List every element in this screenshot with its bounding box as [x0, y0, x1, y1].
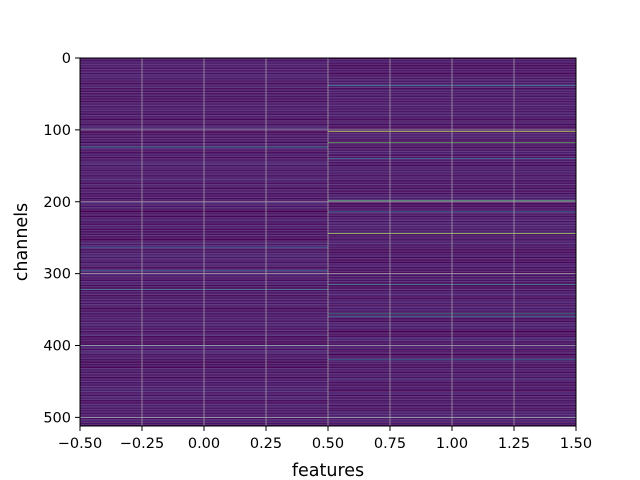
- x-tick-label: −0.50: [58, 436, 102, 452]
- y-axis-ticks: 0 100 200 300 400 500: [43, 51, 80, 426]
- x-tick-label: 1.00: [436, 436, 468, 452]
- y-tick-label: 200: [43, 195, 71, 211]
- y-tick-label: 300: [43, 267, 71, 283]
- y-tick-label: 0: [62, 51, 71, 67]
- y-tick-label: 100: [43, 123, 71, 139]
- x-axis-label: features: [292, 461, 364, 480]
- x-tick-label: 0.00: [188, 436, 220, 452]
- y-tick-label: 400: [43, 339, 71, 355]
- x-tick-label: −0.25: [120, 436, 164, 452]
- x-tick-label: 1.25: [498, 436, 530, 452]
- y-tick-label: 500: [43, 410, 71, 426]
- x-axis-ticks: −0.50 −0.25 0.00 0.25 0.50 0.75 1.00 1.25 1.50: [58, 426, 592, 452]
- x-tick-label: 0.75: [374, 436, 406, 452]
- x-tick-label: 1.50: [560, 436, 592, 452]
- y-axis-label: channels: [12, 203, 32, 281]
- x-tick-label: 0.25: [250, 436, 282, 452]
- x-tick-label: 0.50: [312, 436, 344, 452]
